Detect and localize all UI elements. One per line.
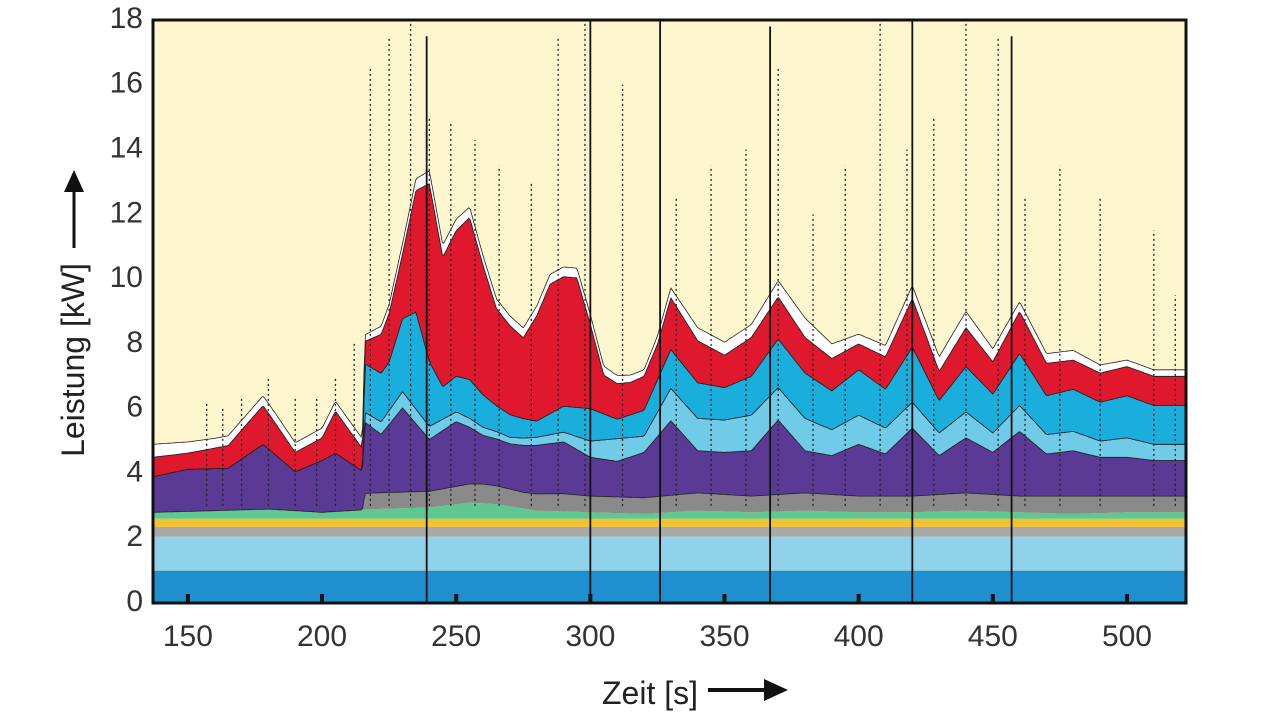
- y-tick-label: 18: [110, 2, 143, 35]
- y-tick-label: 14: [110, 131, 143, 164]
- area-series-4: [153, 518, 1186, 527]
- x-tick-label: 400: [834, 620, 884, 653]
- x-tick-label: 200: [297, 620, 347, 653]
- y-tick-label: 16: [110, 67, 143, 100]
- x-tick-label: 250: [431, 620, 481, 653]
- plot-area: [153, 20, 1186, 603]
- y-tick-label: 4: [126, 455, 143, 488]
- plot-frame: [151, 18, 1188, 605]
- y-tick-label: 10: [110, 261, 143, 294]
- x-axis-label: Zeit [s]: [602, 675, 698, 711]
- area-series-2: [153, 536, 1186, 571]
- y-tick-label: 2: [126, 520, 143, 553]
- x-axis-arrow: [708, 679, 788, 701]
- y-tick-label: 6: [126, 391, 143, 424]
- y-tick-label: 0: [126, 585, 143, 618]
- area-series-5: [153, 502, 1186, 519]
- y-axis-arrow: [64, 170, 84, 248]
- y-axis-ticks: 0 2 4 6 8 10 12 14 16 18: [110, 2, 143, 618]
- x-tick-label: 350: [699, 620, 749, 653]
- area-series-11: [153, 170, 1186, 458]
- area-series-6: [153, 484, 1186, 514]
- x-axis-ticks: 150 200 250 300 350 400 450 500: [163, 594, 1152, 653]
- y-axis-label: Leistung [kW]: [55, 263, 91, 457]
- area-series-3: [153, 526, 1186, 537]
- y-tick-label: 12: [110, 196, 143, 229]
- x-tick-label: 300: [565, 620, 615, 653]
- area-series-1: [153, 570, 1186, 603]
- x-tick-label: 450: [968, 620, 1018, 653]
- x-tick-label: 150: [163, 620, 213, 653]
- y-tick-label: 8: [126, 326, 143, 359]
- x-tick-label: 500: [1102, 620, 1152, 653]
